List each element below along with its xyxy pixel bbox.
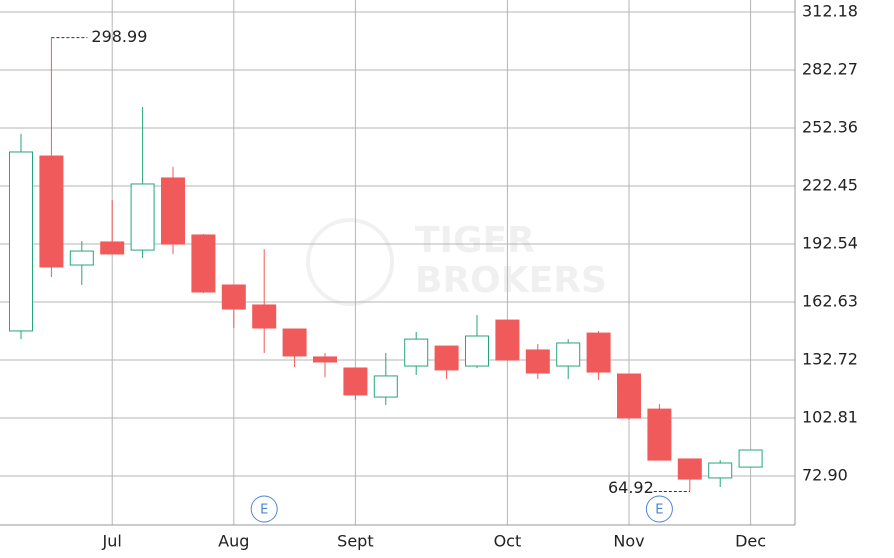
x-tick-label: Dec — [735, 532, 766, 551]
watermark-text: BROKERS — [415, 260, 607, 301]
x-tick-label: Aug — [218, 532, 249, 551]
candle-body — [525, 349, 550, 374]
y-tick-label: 72.90 — [802, 465, 848, 484]
x-tick-label: Oct — [494, 532, 522, 551]
candle-body — [282, 328, 307, 357]
candle-body — [677, 458, 702, 480]
annotation: 64.92 — [608, 478, 654, 497]
watermark-text: TIGER — [415, 220, 535, 261]
y-tick-label: 252.36 — [802, 118, 858, 137]
event-label: E — [260, 503, 268, 518]
candle-body — [100, 241, 125, 255]
y-tick-label: 192.54 — [802, 234, 858, 253]
annotation: 298.99 — [91, 27, 147, 46]
watermark-logo — [306, 218, 394, 306]
candle-body — [495, 319, 520, 361]
candle-body — [556, 342, 581, 367]
candle-body — [373, 375, 398, 398]
candle-body — [9, 151, 33, 332]
candle-body — [586, 332, 611, 373]
candle-body — [617, 373, 641, 419]
candle-body — [191, 234, 216, 293]
candle-body — [69, 250, 94, 266]
x-tick-label: Nov — [613, 532, 644, 551]
candle-body — [343, 367, 368, 396]
candle-body — [130, 183, 155, 251]
y-tick-label: 312.18 — [802, 2, 858, 21]
candle-body — [404, 338, 429, 367]
candle-body — [221, 284, 246, 310]
candle-body — [252, 304, 277, 329]
candle-body — [161, 177, 185, 245]
event-label: E — [655, 503, 663, 518]
candle-body — [647, 408, 672, 461]
y-tick-label: 102.81 — [802, 407, 858, 426]
y-tick-label: 132.72 — [802, 349, 858, 368]
candle-body — [465, 335, 489, 367]
candle-body — [39, 155, 64, 268]
x-tick-label: Sept — [337, 532, 373, 551]
candle-body — [708, 462, 733, 479]
y-tick-label: 222.45 — [802, 176, 858, 195]
event-marker — [250, 495, 278, 523]
event-marker — [645, 495, 673, 523]
candle-body — [434, 345, 459, 371]
x-tick-label: Jul — [102, 532, 122, 551]
candle-body — [313, 356, 337, 363]
y-tick-label: 162.63 — [802, 292, 858, 311]
y-tick-label: 282.27 — [802, 60, 858, 79]
candle-body — [738, 449, 763, 468]
